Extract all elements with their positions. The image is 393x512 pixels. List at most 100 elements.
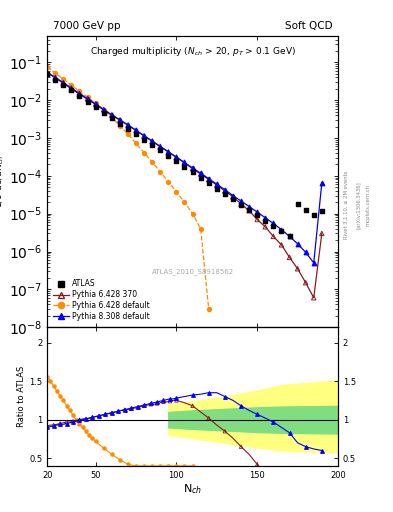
Point bbox=[230, 191, 236, 200]
Point bbox=[89, 413, 95, 421]
Point bbox=[167, 397, 173, 406]
Point bbox=[92, 100, 99, 108]
Point bbox=[173, 153, 180, 161]
Point bbox=[68, 84, 75, 92]
Point bbox=[157, 142, 163, 151]
Point bbox=[286, 253, 293, 262]
Point bbox=[101, 106, 107, 114]
Point bbox=[149, 158, 155, 166]
Point bbox=[141, 402, 147, 410]
Point bbox=[181, 462, 187, 470]
Point bbox=[173, 396, 180, 404]
Point bbox=[125, 460, 131, 468]
Text: 7000 GeV pp: 7000 GeV pp bbox=[53, 22, 121, 31]
Point bbox=[141, 462, 147, 470]
Point bbox=[70, 418, 76, 426]
Point bbox=[68, 81, 75, 89]
Point bbox=[108, 409, 115, 417]
Point bbox=[133, 462, 139, 470]
Point bbox=[189, 462, 196, 470]
Point bbox=[141, 132, 147, 140]
Point bbox=[147, 399, 154, 408]
Point bbox=[246, 206, 252, 215]
Point bbox=[222, 393, 228, 401]
Point bbox=[286, 232, 293, 241]
Point bbox=[230, 193, 236, 201]
Point bbox=[157, 146, 163, 155]
Point bbox=[92, 103, 99, 111]
Point bbox=[160, 398, 167, 406]
Point bbox=[157, 167, 163, 176]
Point bbox=[173, 153, 180, 161]
Point bbox=[238, 200, 244, 208]
Point bbox=[60, 75, 66, 83]
Text: ATLAS_2010_S8918562: ATLAS_2010_S8918562 bbox=[152, 268, 233, 275]
Point bbox=[254, 460, 260, 468]
Point bbox=[270, 418, 277, 426]
Point bbox=[147, 400, 154, 409]
Point bbox=[198, 169, 204, 177]
Point bbox=[92, 99, 99, 108]
Point bbox=[230, 195, 236, 203]
Point bbox=[117, 116, 123, 124]
Text: Rivet 3.1.10, ≥ 2M events: Rivet 3.1.10, ≥ 2M events bbox=[344, 170, 349, 239]
Point bbox=[117, 122, 123, 130]
Point bbox=[173, 462, 180, 470]
Point bbox=[54, 387, 60, 395]
Point bbox=[310, 211, 317, 220]
Point bbox=[286, 429, 293, 437]
Point bbox=[173, 394, 180, 402]
Point bbox=[206, 176, 212, 184]
Point bbox=[149, 462, 155, 470]
Point bbox=[44, 70, 50, 78]
Point bbox=[52, 74, 59, 82]
Point bbox=[154, 399, 160, 408]
Point bbox=[102, 410, 108, 418]
Point bbox=[101, 444, 107, 452]
Point bbox=[89, 413, 95, 421]
Point bbox=[89, 434, 95, 442]
Point bbox=[101, 105, 107, 114]
Point bbox=[270, 219, 277, 227]
Point bbox=[254, 216, 260, 224]
Point bbox=[286, 487, 293, 496]
Point bbox=[286, 232, 293, 241]
Point bbox=[115, 407, 121, 415]
Point bbox=[121, 406, 128, 414]
Point bbox=[181, 162, 187, 170]
Point bbox=[117, 116, 123, 124]
Point bbox=[319, 229, 325, 238]
Point bbox=[76, 416, 83, 424]
Point bbox=[76, 90, 83, 98]
Point bbox=[189, 164, 196, 173]
Point bbox=[165, 148, 171, 156]
Point bbox=[270, 222, 277, 230]
Point bbox=[262, 214, 268, 222]
Point bbox=[117, 119, 123, 127]
Point bbox=[44, 68, 50, 76]
Point bbox=[246, 206, 252, 214]
Point bbox=[303, 206, 309, 214]
Point bbox=[117, 456, 123, 464]
Y-axis label: Ratio to ATLAS: Ratio to ATLAS bbox=[17, 366, 26, 427]
Point bbox=[44, 373, 50, 381]
Point bbox=[141, 136, 147, 144]
Point bbox=[222, 427, 228, 435]
Point bbox=[165, 178, 171, 186]
Point bbox=[141, 148, 147, 157]
Point bbox=[303, 492, 309, 500]
Point bbox=[270, 232, 277, 241]
Point bbox=[294, 240, 301, 248]
Point bbox=[108, 111, 115, 119]
Point bbox=[206, 389, 212, 397]
Point bbox=[76, 88, 83, 96]
Point bbox=[303, 442, 309, 451]
Point bbox=[303, 248, 309, 257]
X-axis label: N$_{ch}$: N$_{ch}$ bbox=[183, 482, 202, 496]
Point bbox=[165, 148, 171, 156]
Legend: ATLAS, Pythia 6.428 370, Pythia 6.428 default, Pythia 8.308 default: ATLAS, Pythia 6.428 370, Pythia 6.428 de… bbox=[51, 277, 152, 324]
Point bbox=[108, 113, 115, 121]
Point bbox=[76, 92, 83, 100]
Point bbox=[165, 462, 171, 470]
Point bbox=[70, 411, 76, 419]
